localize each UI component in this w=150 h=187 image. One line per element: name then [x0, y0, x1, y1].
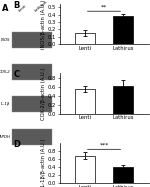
- Y-axis label: iNOS/β-actin (A.U.): iNOS/β-actin (A.U.): [41, 0, 46, 49]
- Text: **: **: [101, 5, 107, 10]
- Bar: [113, 167, 133, 183]
- Bar: [75, 89, 95, 114]
- Bar: [75, 33, 95, 44]
- Text: A: A: [2, 4, 8, 13]
- Bar: [12, 32, 52, 48]
- Text: Lathirus: Lathirus: [33, 0, 48, 13]
- Bar: [12, 128, 52, 145]
- Text: B: B: [13, 1, 20, 10]
- Text: D: D: [13, 140, 20, 149]
- Bar: [12, 64, 52, 80]
- Y-axis label: IL-1β/β-actin (A.U.): IL-1β/β-actin (A.U.): [41, 138, 46, 187]
- Text: ***: ***: [99, 143, 109, 148]
- Bar: [113, 16, 133, 44]
- Bar: [12, 96, 52, 112]
- Text: Lenti: Lenti: [17, 4, 27, 13]
- Text: COX-2: COX-2: [0, 70, 10, 74]
- Y-axis label: COX-2/β-actin (A.U.): COX-2/β-actin (A.U.): [41, 67, 46, 120]
- Text: C: C: [13, 70, 20, 79]
- Bar: [75, 156, 95, 183]
- Text: GAPDH: GAPDH: [0, 135, 10, 139]
- Bar: [113, 86, 133, 114]
- Text: IL-1β: IL-1β: [1, 102, 10, 106]
- Text: iNOS: iNOS: [1, 38, 10, 42]
